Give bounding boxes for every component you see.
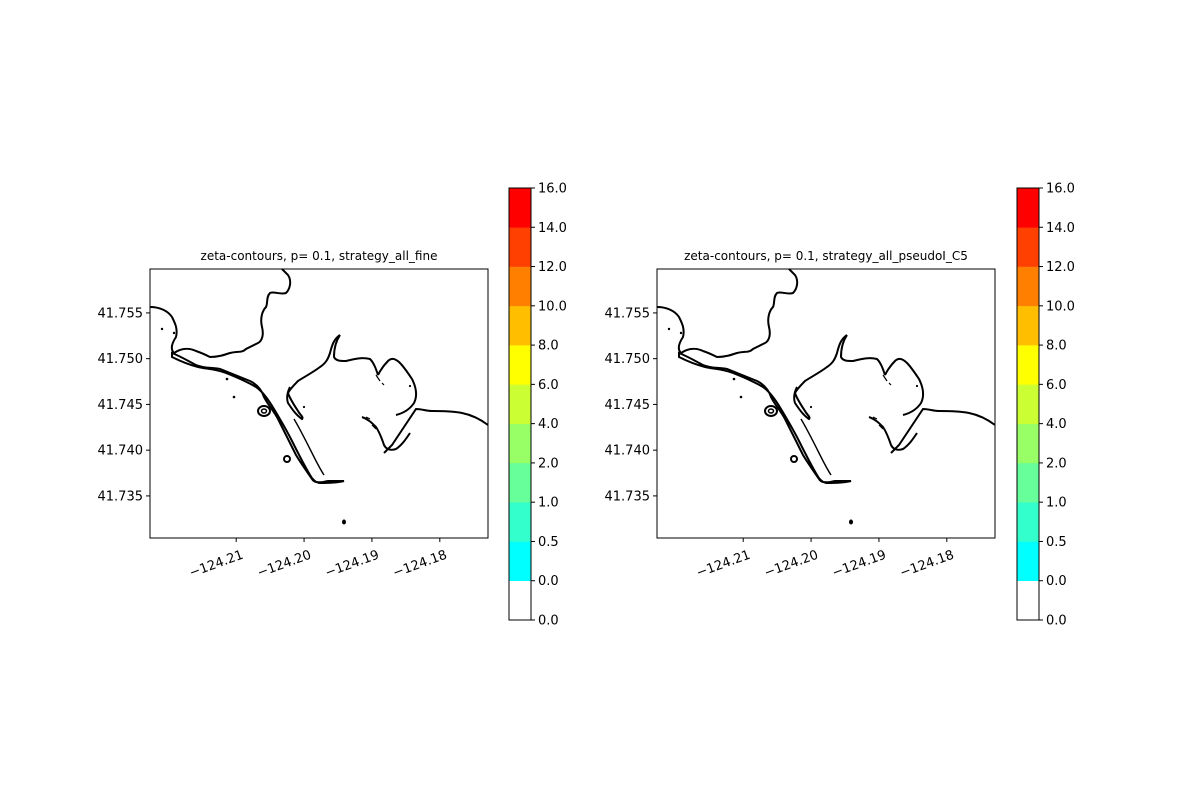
colorbar: 0.0 0.0 0.5 1.0 2.0 4.0 6.0 8.0 10.0 12.0 14.0 16.0 <box>508 182 567 629</box>
colorbar-label: 1.0 <box>1046 496 1067 511</box>
x-tick-label: −124.21 <box>187 548 245 581</box>
colorbar-label: 4.0 <box>538 417 559 432</box>
colorbar: 0.0 0.0 0.5 1.0 2.0 4.0 6.0 8.0 10.0 12.0 14.0 16.0 <box>1016 182 1075 629</box>
colorbar-segment <box>509 423 531 464</box>
plot-frame <box>656 268 996 539</box>
colorbar-segment <box>1017 188 1039 228</box>
x-axis: −124.21 −124.20 −124.19 −124.18 <box>187 538 449 581</box>
y-tick-label: 41.740 <box>605 444 651 459</box>
map-area <box>149 268 489 526</box>
colorbar-label: 12.0 <box>1046 260 1075 275</box>
colorbar-label: 2.0 <box>1046 456 1067 471</box>
colorbar-label: 14.0 <box>538 221 567 236</box>
plot-title: zeta-contours, p= 0.1, strategy_all_fine <box>201 249 438 263</box>
colorbar-label: 0.0 <box>1046 614 1067 629</box>
colorbar-segment <box>509 541 531 582</box>
colorbar-segment <box>509 345 531 385</box>
colorbar-label: 16.0 <box>538 182 567 197</box>
x-axis: −124.21 −124.20 −124.19 −124.18 <box>694 538 956 581</box>
colorbar-segment <box>1017 305 1039 346</box>
y-tick-label: 41.740 <box>98 444 144 459</box>
colorbar-label: 0.5 <box>1046 535 1067 550</box>
colorbar-segment <box>1017 502 1039 542</box>
plot-title: zeta-contours, p= 0.1, strategy_all_pseu… <box>684 249 968 263</box>
y-tick-label: 41.745 <box>605 398 651 413</box>
colorbar-label: 6.0 <box>538 378 559 393</box>
x-tick-label: −124.19 <box>830 548 888 581</box>
colorbar-segment <box>1017 384 1039 424</box>
colorbar-label: 6.0 <box>1046 378 1067 393</box>
colorbar-label: 4.0 <box>1046 417 1067 432</box>
colorbar-frame <box>508 187 532 621</box>
colorbar-segment <box>1017 227 1039 267</box>
map-area <box>656 268 996 526</box>
colorbar-label: 8.0 <box>538 339 559 354</box>
colorbar-label: 0.0 <box>538 574 559 589</box>
colorbar-segment <box>509 580 531 621</box>
colorbar-label: 0.5 <box>538 535 559 550</box>
x-tick-label: −124.18 <box>898 548 956 581</box>
colorbar-label: 0.0 <box>538 614 559 629</box>
colorbar-segment <box>509 227 531 267</box>
y-tick-label: 41.735 <box>605 489 651 504</box>
colorbar-label: 0.0 <box>1046 574 1067 589</box>
colorbar-label: 14.0 <box>1046 221 1075 236</box>
colorbar-segment <box>1017 580 1039 621</box>
colorbar-label: 8.0 <box>1046 339 1067 354</box>
colorbar-segment <box>1017 423 1039 464</box>
y-axis: 41.735 41.740 41.745 41.750 41.755 <box>605 306 657 504</box>
colorbar-segment <box>509 384 531 424</box>
colorbar-segment <box>509 188 531 228</box>
colorbar-frame <box>1016 187 1040 621</box>
y-axis: 41.735 41.740 41.745 41.750 41.755 <box>98 306 150 504</box>
panel-left: zeta-contours, p= 0.1, strategy_all_fine… <box>98 182 567 629</box>
y-tick-label: 41.735 <box>98 489 144 504</box>
x-tick-label: −124.21 <box>694 548 752 581</box>
y-tick-label: 41.750 <box>605 352 651 367</box>
x-tick-label: −124.20 <box>762 548 820 581</box>
colorbar-segment <box>1017 541 1039 582</box>
colorbar-label: 2.0 <box>538 456 559 471</box>
y-tick-label: 41.750 <box>98 352 144 367</box>
colorbar-segment <box>1017 462 1039 503</box>
colorbar-segment <box>509 305 531 346</box>
colorbar-label: 1.0 <box>538 496 559 511</box>
x-tick-label: −124.19 <box>323 548 381 581</box>
plot-frame <box>149 268 489 539</box>
colorbar-label: 10.0 <box>1046 299 1075 314</box>
colorbar-segment <box>1017 266 1039 307</box>
colorbar-label: 12.0 <box>538 260 567 275</box>
colorbar-segment <box>1017 345 1039 385</box>
y-tick-label: 41.745 <box>98 398 144 413</box>
x-tick-label: −124.20 <box>255 548 313 581</box>
y-tick-label: 41.755 <box>98 306 144 321</box>
colorbar-label: 16.0 <box>1046 182 1075 197</box>
colorbar-segment <box>509 502 531 542</box>
colorbar-label: 10.0 <box>538 299 567 314</box>
panel-right: zeta-contours, p= 0.1, strategy_all_pseu… <box>605 182 1075 629</box>
colorbar-segment <box>509 462 531 503</box>
colorbar-segment <box>509 266 531 307</box>
y-tick-label: 41.755 <box>605 306 651 321</box>
x-tick-label: −124.18 <box>391 548 449 581</box>
